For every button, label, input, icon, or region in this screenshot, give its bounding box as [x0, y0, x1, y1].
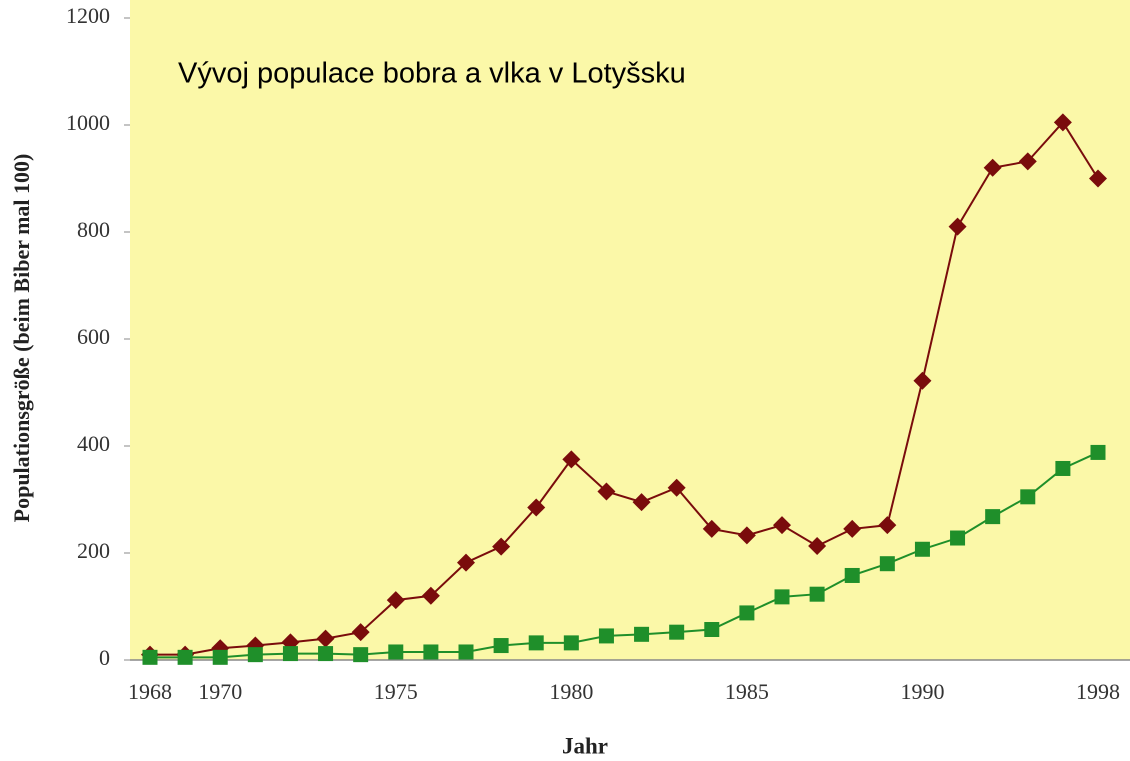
marker: [177, 649, 193, 665]
marker: [282, 646, 298, 662]
marker: [985, 509, 1001, 525]
marker: [632, 493, 651, 512]
marker: [1018, 152, 1037, 171]
marker: [316, 629, 335, 648]
y-tick-label: 0: [99, 645, 110, 670]
marker: [773, 516, 791, 535]
marker: [353, 647, 369, 663]
marker: [774, 589, 790, 605]
marker: [1055, 460, 1071, 476]
y-tick-label: 400: [77, 431, 110, 456]
marker: [914, 541, 930, 557]
marker: [948, 217, 967, 236]
marker: [667, 478, 686, 497]
marker: [878, 516, 897, 535]
marker: [879, 556, 895, 572]
marker: [212, 649, 228, 665]
marker: [457, 553, 475, 572]
x-tick-label: 1975: [374, 679, 418, 704]
series-line: [150, 451, 1099, 659]
marker: [423, 644, 439, 660]
marker: [669, 624, 685, 640]
marker: [634, 626, 650, 642]
marker: [1053, 113, 1072, 132]
y-tick-label: 800: [77, 217, 110, 242]
y-tick-label: 1200: [66, 3, 110, 28]
marker: [458, 644, 474, 660]
x-tick-label: 1985: [725, 679, 769, 704]
plot-background: [130, 0, 1130, 660]
marker: [1089, 169, 1107, 188]
y-tick-label: 600: [77, 324, 110, 349]
marker: [739, 605, 755, 621]
marker: [983, 158, 1002, 177]
marker: [247, 647, 263, 663]
chart-title: Vývoj populace bobra a vlka v Lotyšsku: [178, 58, 686, 90]
marker: [142, 649, 158, 665]
x-axis-title: Jahr: [562, 733, 608, 758]
marker: [421, 586, 440, 605]
x-tick-label: 1970: [198, 679, 242, 704]
y-tick-label: 200: [77, 538, 110, 563]
marker: [808, 537, 827, 556]
marker: [528, 635, 544, 651]
marker: [386, 591, 405, 610]
x-tick-label: 1980: [549, 679, 593, 704]
x-tick-label: 1968: [128, 679, 172, 704]
marker: [809, 586, 825, 602]
series-line: [150, 120, 1099, 656]
marker: [597, 482, 616, 501]
marker: [844, 567, 860, 583]
marker: [843, 519, 862, 538]
marker: [950, 530, 966, 546]
marker: [737, 526, 756, 545]
marker: [388, 644, 404, 660]
marker: [1090, 444, 1106, 460]
x-tick-label: 1998: [1076, 679, 1120, 704]
marker: [493, 638, 509, 654]
marker: [318, 646, 334, 662]
marker: [562, 450, 581, 469]
marker: [527, 498, 546, 517]
marker: [351, 623, 370, 642]
marker: [913, 371, 932, 390]
marker: [598, 628, 614, 644]
y-axis-title: Populationsgröße (beim Biber mal 100): [9, 154, 34, 523]
marker: [563, 635, 579, 651]
x-tick-label: 1990: [900, 679, 944, 704]
marker: [492, 537, 511, 556]
marker: [704, 622, 720, 638]
marker: [702, 519, 721, 538]
marker: [1020, 489, 1036, 505]
y-tick-label: 1000: [66, 110, 110, 135]
